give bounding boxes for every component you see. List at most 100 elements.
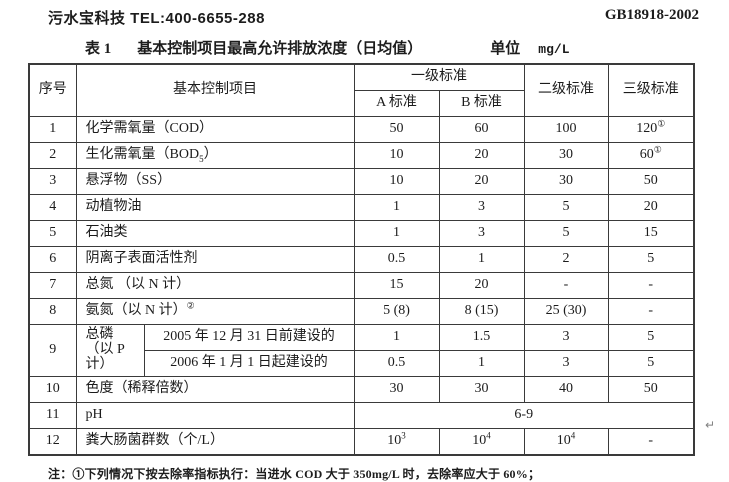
table-caption-prefix: 表 1 <box>85 41 112 57</box>
value-cell: 10 <box>353 168 440 195</box>
value-cell: 50 <box>353 116 440 143</box>
value-cell: 30 <box>523 142 609 169</box>
header-row-1: 序号 基本控制项目 一级标准 二级标准 三级标准 <box>28 63 695 117</box>
value-cell: 5 <box>523 194 609 221</box>
col-header-level1b: B 标准 <box>438 90 525 117</box>
footnote-marker: ② <box>186 300 195 311</box>
value-cell: - <box>607 428 695 456</box>
value-cell: 1 <box>438 350 525 377</box>
item-name: 总磷 （以 P 计） <box>75 324 145 377</box>
value-cell: 5 <box>523 220 609 247</box>
value-cell: - <box>607 298 695 325</box>
value-cell: 30 <box>353 376 440 403</box>
item-name: 氨氮（以 N 计）② <box>75 298 355 325</box>
unit-label: 单位 <box>490 41 521 57</box>
value-cell: 20 <box>438 272 525 299</box>
value-cell: 1 <box>353 324 440 351</box>
value-cell: 5 <box>607 324 695 351</box>
item-name: 总氮 （以 N 计） <box>75 272 355 299</box>
row-no: 11 <box>28 402 77 429</box>
value-cell: 60 <box>438 116 525 143</box>
value-cell: 50 <box>607 168 695 195</box>
row-no: 4 <box>28 194 77 221</box>
value-cell: 0.5 <box>353 246 440 273</box>
value-cell: 60① <box>607 142 695 169</box>
value-cell: 1 <box>353 194 440 221</box>
value-cell: 20 <box>607 194 695 221</box>
value-cell: 15 <box>607 220 695 247</box>
header-row-2: A 标准 B 标准 <box>29 90 694 117</box>
table-row: 8 氨氮（以 N 计）② 5 (8) 8 (15) 25 (30) - <box>28 298 695 325</box>
row-no: 8 <box>28 298 77 325</box>
col-header-level1a: A 标准 <box>353 90 440 117</box>
value-cell: 3 <box>523 350 609 377</box>
table-row: 2006 年 1 月 1 日起建设的 0.5 1 3 5 <box>29 350 695 377</box>
value-cell: 5 <box>607 350 695 377</box>
condition-label: 2006 年 1 月 1 日起建设的 <box>143 350 355 377</box>
row-no: 12 <box>28 428 77 456</box>
value-cell: 20 <box>438 168 525 195</box>
value-cell: 3 <box>523 324 609 351</box>
value-cell: 5 (8) <box>353 298 440 325</box>
item-name: pH <box>75 402 355 429</box>
table-caption: 表 1 基本控制项目最高允许排放浓度（日均值） 单位 mg/L <box>85 37 729 58</box>
item-name: 阴离子表面活性剂 <box>75 246 355 273</box>
table-row: 9 总磷 （以 P 计） 2005 年 12 月 31 日前建设的 1 1.5 3… <box>28 324 695 377</box>
table-row: 12 粪大肠菌群数（个/L） 103 104 104 - <box>28 428 695 456</box>
table-row: 7 总氮 （以 N 计） 15 20 - - <box>28 272 695 299</box>
table-row: 3 悬浮物（SS） 10 20 30 50 <box>28 168 695 195</box>
page-header: 污水宝科技 TEL:400-6655-288 GB18918-2002 <box>0 0 729 28</box>
row-no: 7 <box>28 272 77 299</box>
value-cell: 100 <box>523 116 609 143</box>
paragraph-return-icon: ↵ <box>704 418 715 432</box>
value-cell: 120① <box>607 116 695 143</box>
table-row: 1 化学需氧量（COD） 50 60 100 120① <box>28 116 695 143</box>
table-caption-title: 基本控制项目最高允许排放浓度（日均值） <box>137 41 423 57</box>
value-cell: 1 <box>438 246 525 273</box>
value-cell: 10 <box>353 142 440 169</box>
col-header-level2: 二级标准 <box>523 63 609 117</box>
condition-label: 2005 年 12 月 31 日前建设的 <box>143 324 355 351</box>
value-cell: 3 <box>438 220 525 247</box>
item-name: 化学需氧量（COD） <box>75 116 355 143</box>
footnote-marker: ① <box>653 144 662 155</box>
value-cell: - <box>523 272 609 299</box>
col-header-level3: 三级标准 <box>607 63 695 117</box>
value-cell: 50 <box>607 376 695 403</box>
item-name: 动植物油 <box>75 194 355 221</box>
value-cell: 15 <box>353 272 440 299</box>
value-cell: 0.5 <box>353 350 440 377</box>
table-row: 2 生化需氧量（BOD5） 10 20 30 60① <box>28 142 695 169</box>
row-no: 6 <box>28 246 77 273</box>
row-no: 10 <box>28 376 77 403</box>
row-no: 5 <box>28 220 77 247</box>
row-no: 9 <box>28 324 77 377</box>
value-cell: 40 <box>523 376 609 403</box>
row-no: 2 <box>28 142 77 169</box>
value-cell: 25 (30) <box>523 298 609 325</box>
row-no: 3 <box>28 168 77 195</box>
unit-block: 单位 mg/L <box>490 37 569 58</box>
table-row: 10 色度（稀释倍数） 30 30 40 50 <box>28 376 695 403</box>
value-cell: 103 <box>353 428 440 456</box>
table-footnote: 注：①下列情况下按去除率指标执行：当进水 COD 大于 350mg/L 时，去除… <box>48 467 541 481</box>
value-cell: 3 <box>438 194 525 221</box>
item-name: 色度（稀释倍数） <box>75 376 355 403</box>
value-cell: 5 <box>607 246 695 273</box>
col-header-no: 序号 <box>28 63 77 117</box>
value-cell: 8 (15) <box>438 298 525 325</box>
value-cell: 30 <box>438 376 525 403</box>
item-name: 生化需氧量（BOD5） <box>75 142 355 169</box>
value-cell: 30 <box>523 168 609 195</box>
item-name: 粪大肠菌群数（个/L） <box>75 428 355 456</box>
value-cell: 104 <box>523 428 609 456</box>
value-cell-span: 6-9 <box>353 402 695 429</box>
table-row: 4 动植物油 1 3 5 20 <box>28 194 695 221</box>
row-no: 1 <box>28 116 77 143</box>
col-header-level1: 一级标准 <box>353 63 525 91</box>
table-row: 6 阴离子表面活性剂 0.5 1 2 5 <box>28 246 695 273</box>
value-cell: 2 <box>523 246 609 273</box>
standards-table: 序号 基本控制项目 一级标准 二级标准 三级标准 A 标准 B 标准 1 化学需… <box>28 63 695 456</box>
item-name: 石油类 <box>75 220 355 247</box>
